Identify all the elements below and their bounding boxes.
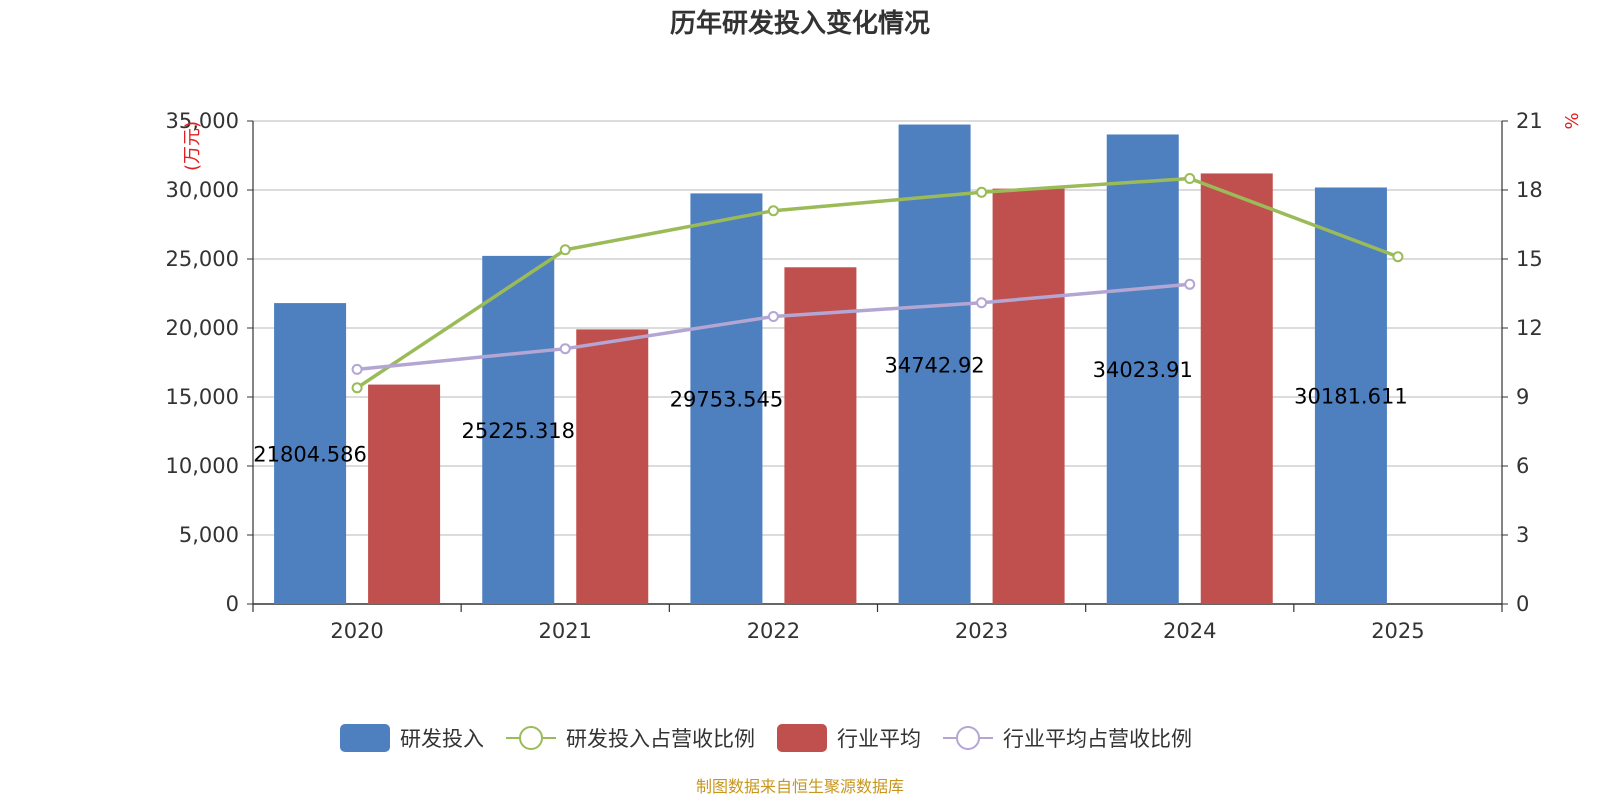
bar-data-label: 29753.545 bbox=[670, 388, 784, 412]
bar-data-label: 34023.91 bbox=[1093, 358, 1193, 382]
legend-swatch-bar bbox=[340, 724, 390, 752]
line-point bbox=[351, 363, 363, 375]
bar-rd bbox=[1106, 134, 1179, 605]
x-tick-label: 2025 bbox=[1371, 619, 1424, 643]
line-rd-ratio bbox=[356, 176, 1399, 390]
line-point bbox=[559, 343, 571, 355]
line-point bbox=[767, 205, 779, 217]
line-point bbox=[1392, 251, 1404, 263]
y-right-tick-label: 9 bbox=[1516, 385, 1529, 409]
y-right-tick-label: 6 bbox=[1516, 454, 1529, 478]
legend-label: 行业平均占营收比例 bbox=[1003, 727, 1192, 751]
axes: 0 0 5,000 3 10,000 6 15,000 9 20,000 12 25,000 15 30… bbox=[166, 109, 1583, 643]
x-tick-label: 2021 bbox=[539, 619, 592, 643]
bar-rd bbox=[274, 303, 347, 604]
bar-rd bbox=[690, 193, 763, 605]
legend-label: 研发投入占营收比例 bbox=[566, 727, 755, 751]
data-labels: 21804.586 25225.318 29753.545 34742.92 34023… bbox=[253, 353, 1407, 466]
legend-swatch-bar bbox=[777, 724, 827, 752]
source-note: 制图数据来自恒生聚源数据库 bbox=[696, 777, 904, 796]
bar-industry bbox=[784, 267, 857, 604]
bar-industry bbox=[368, 384, 441, 604]
bars bbox=[274, 124, 1387, 605]
y-left-tick-label: 15,000 bbox=[166, 385, 239, 409]
y-right-tick-label: 18 bbox=[1516, 178, 1543, 202]
y-left-tick-label: 25,000 bbox=[166, 247, 239, 271]
y-right-tick-label: 15 bbox=[1516, 247, 1543, 271]
bar-rd bbox=[898, 124, 971, 605]
y-left-tick-label: 30,000 bbox=[166, 178, 239, 202]
bar-data-label: 30181.611 bbox=[1294, 385, 1408, 409]
legend-swatch-marker bbox=[956, 726, 980, 750]
legend-label: 研发投入 bbox=[400, 727, 484, 751]
line-point bbox=[351, 382, 363, 394]
y-right-tick-label: 3 bbox=[1516, 523, 1529, 547]
x-tick-label: 2023 bbox=[955, 619, 1008, 643]
chart-title: 历年研发投入变化情况 bbox=[670, 8, 930, 39]
bar-industry bbox=[576, 329, 649, 604]
y-left-tick-label: 5,000 bbox=[179, 523, 239, 547]
lines bbox=[351, 173, 1404, 394]
bar-data-label: 21804.586 bbox=[253, 443, 367, 467]
legend: 研发投入 研发投入占营收比例 行业平均 行业平均占营收比例 bbox=[340, 724, 1192, 752]
y-left-unit: (万元) bbox=[182, 121, 203, 171]
y-right-tick-label: 21 bbox=[1516, 109, 1543, 133]
grid-lines bbox=[253, 120, 1502, 536]
y-left-tick-label: 35,000 bbox=[166, 109, 239, 133]
line-point bbox=[1184, 278, 1196, 290]
line-point bbox=[767, 311, 779, 322]
y-right-tick-label: 0 bbox=[1516, 592, 1529, 616]
bar-industry bbox=[992, 188, 1065, 604]
y-right-tick-label: 12 bbox=[1516, 316, 1543, 340]
y-left-tick-label: 20,000 bbox=[166, 316, 239, 340]
y-right-unit: % bbox=[1562, 112, 1583, 129]
line-point bbox=[976, 186, 988, 198]
line-point bbox=[976, 297, 988, 309]
bar-rd bbox=[482, 255, 555, 604]
x-tick-label: 2022 bbox=[747, 619, 800, 643]
bar-data-label: 34742.92 bbox=[884, 353, 984, 377]
x-tick-label: 2020 bbox=[330, 619, 383, 643]
y-left-tick-label: 10,000 bbox=[166, 454, 239, 478]
y-left-tick-label: 0 bbox=[226, 592, 239, 616]
bar-industry bbox=[1200, 173, 1273, 604]
line-point bbox=[1184, 173, 1196, 184]
legend-label: 行业平均 bbox=[837, 727, 921, 751]
bar-data-label: 25225.318 bbox=[461, 419, 575, 443]
legend-swatch-marker bbox=[519, 726, 543, 750]
line-industry-ratio bbox=[356, 282, 1190, 372]
line-point bbox=[559, 244, 571, 256]
bar-rd bbox=[1314, 187, 1387, 604]
x-tick-label: 2024 bbox=[1163, 619, 1216, 643]
